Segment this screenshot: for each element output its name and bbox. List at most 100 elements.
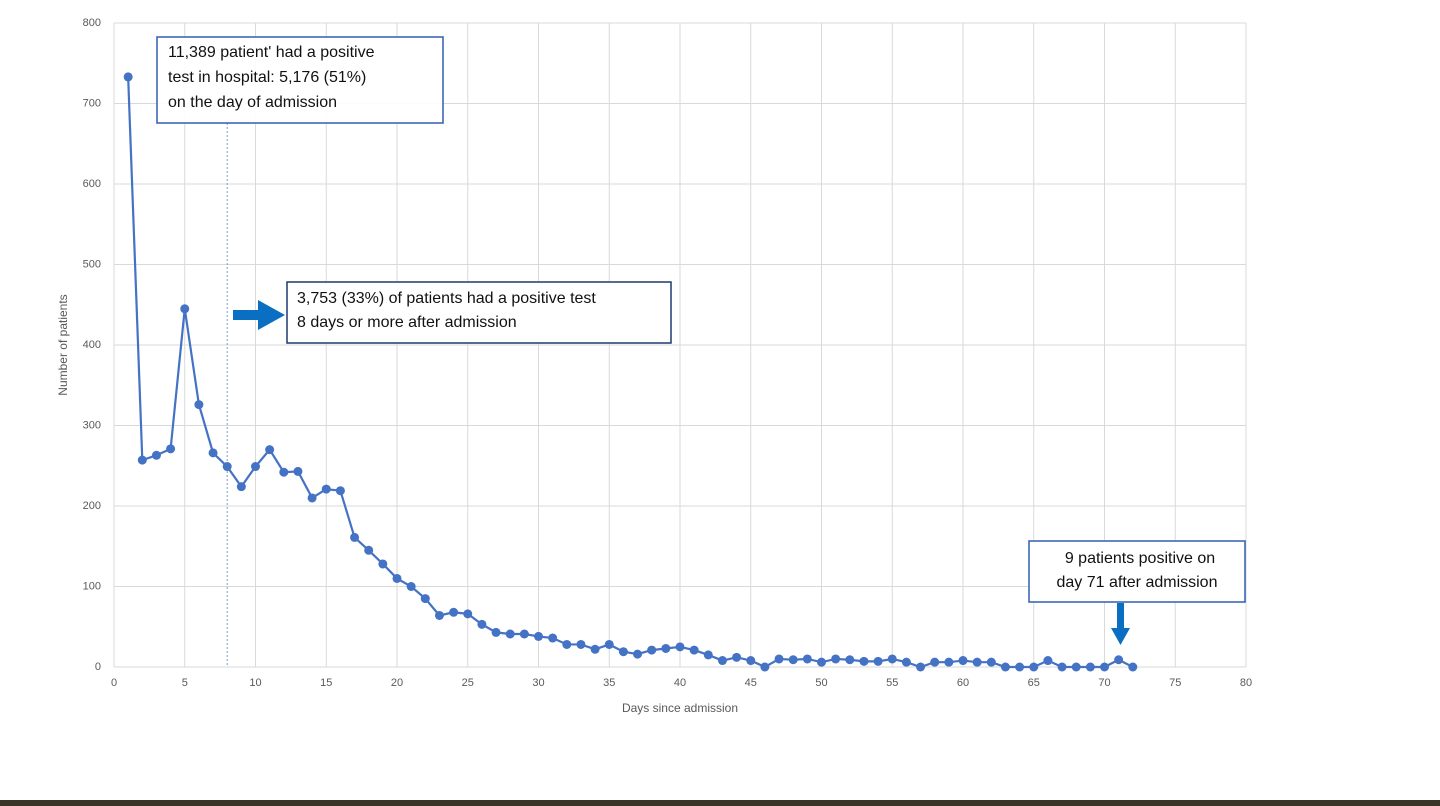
x-tick-label: 25: [462, 677, 474, 689]
point: [321, 484, 331, 494]
point: [251, 462, 260, 472]
point: [180, 304, 190, 314]
point: [647, 645, 657, 655]
point: [576, 639, 586, 649]
annotation-text: 8 days or more after admission: [297, 314, 517, 331]
point: [661, 643, 671, 653]
point: [265, 445, 275, 455]
point: [817, 657, 826, 667]
point: [236, 482, 246, 492]
point: [335, 486, 345, 496]
point: [519, 629, 529, 639]
point: [137, 455, 147, 465]
point: [986, 657, 996, 667]
annotation-text: 11,389 patient' had a positive: [168, 44, 375, 61]
x-tick-label: 30: [532, 677, 544, 689]
point: [491, 627, 501, 637]
y-tick-label: 600: [83, 178, 101, 190]
point: [194, 400, 204, 410]
point: [350, 532, 360, 542]
x-tick-label: 80: [1240, 677, 1252, 689]
annotation-text: on the day of admission: [168, 94, 337, 111]
annotation-box: [286, 281, 672, 344]
point: [972, 657, 982, 667]
point: [307, 493, 317, 503]
point: [505, 629, 515, 639]
point: [845, 655, 855, 665]
y-axis-label: Number of patients: [56, 294, 70, 395]
x-tick-label: 0: [111, 677, 117, 689]
annotation-box: [156, 36, 444, 124]
y-tick-label: 100: [83, 580, 101, 592]
point: [717, 656, 727, 666]
line: [127, 76, 1134, 669]
point: [633, 649, 643, 659]
annotation-text: 9 patients positive on: [1065, 550, 1215, 567]
point: [166, 444, 176, 454]
y-tick-label: 0: [95, 661, 101, 673]
point: [916, 662, 926, 672]
x-tick-label: 5: [182, 677, 188, 689]
y-tick-label: 700: [83, 97, 101, 109]
x-axis-label: Days since admission: [622, 701, 738, 715]
point: [562, 639, 572, 649]
point: [420, 594, 430, 604]
point: [534, 631, 543, 641]
point: [958, 656, 968, 666]
point: [378, 559, 388, 569]
point: [434, 610, 444, 620]
point: [1128, 662, 1138, 672]
point: [774, 654, 784, 664]
point: [463, 609, 473, 619]
x-tick-label: 65: [1028, 677, 1040, 689]
x-tick-label: 20: [391, 677, 403, 689]
x-tick-label: 35: [603, 677, 615, 689]
point: [1085, 662, 1095, 672]
point: [618, 647, 628, 657]
point: [1100, 662, 1109, 672]
x-tick-label: 60: [957, 677, 969, 689]
point: [689, 645, 699, 655]
y-tick-label: 400: [83, 339, 101, 351]
point: [449, 607, 459, 617]
point: [1029, 662, 1039, 672]
annotation-text: day 71 after admission: [1057, 574, 1218, 591]
y-tick-label: 300: [83, 419, 101, 431]
x-tick-label: 75: [1169, 677, 1181, 689]
point: [944, 657, 954, 667]
arrow: [233, 300, 285, 330]
x-tick-label: 10: [249, 677, 261, 689]
point: [1057, 662, 1067, 672]
point: [364, 545, 374, 555]
point: [873, 656, 883, 666]
point: [1015, 662, 1025, 672]
point: [703, 650, 713, 660]
x-tick-label: 70: [1098, 677, 1110, 689]
point: [760, 662, 770, 672]
point: [887, 654, 897, 664]
point: [406, 582, 416, 591]
point: [123, 72, 133, 82]
annotation-text: 3,753 (33%) of patients had a positive t…: [297, 290, 596, 307]
annotation-text: test in hospital: 5,176 (51%): [168, 69, 366, 86]
point: [901, 657, 911, 667]
point: [788, 655, 798, 665]
y-tick-label: 500: [83, 258, 101, 270]
x-tick-label: 15: [320, 677, 332, 689]
point: [590, 644, 600, 654]
point: [802, 654, 812, 664]
point: [746, 656, 756, 666]
point: [293, 466, 303, 476]
point: [1114, 655, 1124, 665]
point: [732, 652, 742, 662]
arrow: [1111, 603, 1130, 645]
point: [831, 654, 841, 664]
x-tick-label: 50: [815, 677, 827, 689]
x-tick-label: 40: [674, 677, 686, 689]
point: [1071, 662, 1081, 672]
annotation-box: [1028, 540, 1246, 603]
bottom-strip: [0, 800, 1440, 806]
point: [548, 633, 558, 643]
point: [279, 467, 289, 477]
